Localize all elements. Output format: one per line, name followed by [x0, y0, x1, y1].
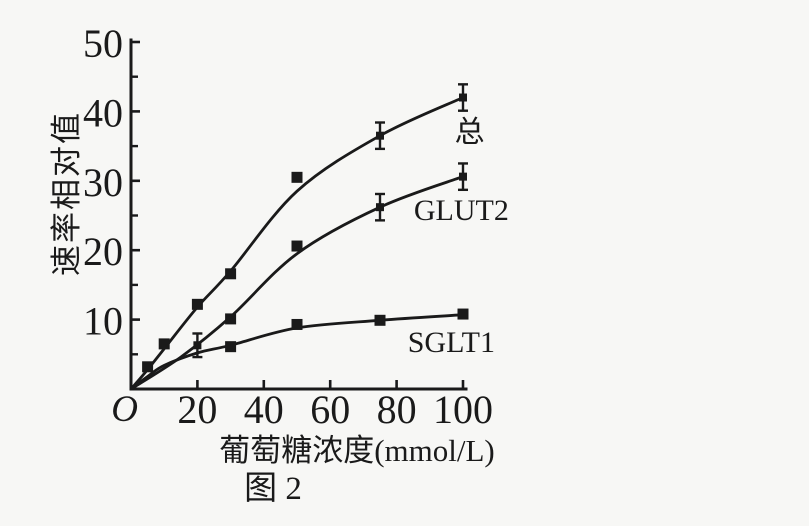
figure-caption: 图 2	[244, 471, 302, 507]
y-tick-label: 20	[83, 229, 123, 274]
data-point-square	[459, 93, 467, 102]
data-point-square	[191, 298, 203, 310]
data-point-square	[291, 171, 303, 183]
x-tick-label: 20	[177, 387, 217, 432]
data-point-square	[142, 361, 154, 373]
series-label-0: 总	[455, 116, 485, 149]
data-point-square	[291, 240, 303, 252]
x-axis-label: 葡萄糖浓度(mmol/L)	[219, 433, 495, 468]
y-axis-label: 速率相对值	[49, 111, 84, 276]
data-point-square	[158, 338, 170, 350]
data-point-square	[225, 268, 237, 280]
series-label-1: GLUT2	[414, 194, 509, 227]
y-tick-label: 40	[83, 90, 123, 135]
data-point-square	[291, 318, 303, 330]
data-point-square	[376, 131, 384, 140]
x-tick-label: 80	[377, 387, 417, 432]
data-point-square	[193, 341, 202, 350]
data-point-square	[376, 203, 384, 212]
origin-label: O	[111, 389, 138, 430]
data-point-square	[459, 172, 467, 181]
data-point-square	[374, 314, 386, 326]
data-point-square	[457, 308, 469, 320]
x-tick-label: 40	[244, 387, 284, 432]
y-tick-label: 30	[83, 160, 123, 205]
y-tick-label: 10	[83, 299, 123, 344]
data-point-square	[225, 341, 237, 353]
data-point-square	[225, 313, 237, 325]
y-tick-label: 50	[83, 21, 123, 66]
x-tick-label: 60	[310, 387, 350, 432]
series-label-2: SGLT1	[408, 326, 495, 359]
x-tick-label: 100	[433, 387, 493, 432]
